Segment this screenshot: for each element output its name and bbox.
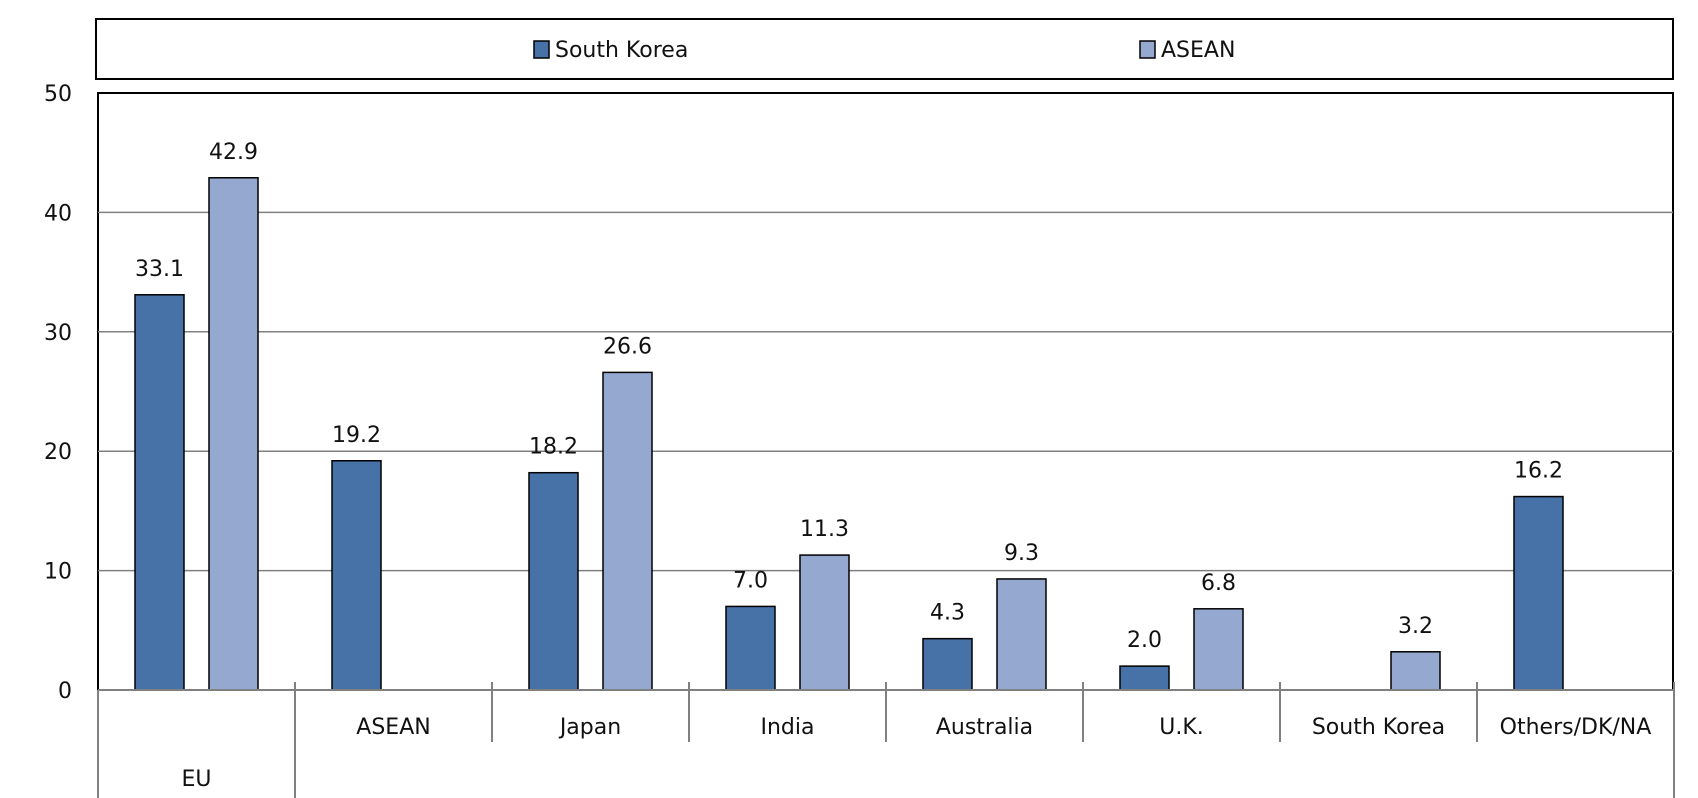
- bar: [331, 460, 382, 691]
- data-label: 4.3: [930, 601, 965, 626]
- y-axis: 0 10 20 30 40 50: [44, 82, 72, 704]
- data-label: 42.9: [209, 140, 258, 165]
- x-tick-label: South Korea: [1312, 715, 1445, 740]
- y-tick-label: 40: [44, 201, 72, 226]
- data-label: 9.3: [1004, 541, 1039, 566]
- y-tick-label: 10: [44, 560, 72, 585]
- bar: [1193, 608, 1244, 691]
- bar: [528, 471, 579, 691]
- x-tick-label: Others/DK/NA: [1500, 715, 1652, 740]
- x-tick-label: U.K.: [1159, 715, 1204, 740]
- x-tick-label: ASEAN: [356, 715, 430, 740]
- data-label: 16.2: [1514, 459, 1563, 484]
- data-label: 18.2: [529, 435, 578, 460]
- data-label: 6.8: [1201, 571, 1236, 596]
- legend-box: [95, 18, 1674, 80]
- data-label: 33.1: [135, 257, 184, 282]
- bars: [134, 177, 1564, 691]
- y-tick-label: 30: [44, 321, 72, 346]
- y-tick-label: 20: [44, 440, 72, 465]
- y-tick-label: 50: [44, 82, 72, 107]
- data-label: 19.2: [332, 423, 381, 448]
- bar: [996, 578, 1047, 691]
- x-axis: EU ASEAN Japan India Australia U.K. South Kore…: [97, 682, 1675, 798]
- value-labels: 33.1 42.9 19.2 18.2 26.6 7.0 11.3 4.3 9.3 2.0 6.8 3…: [135, 140, 1563, 653]
- bar: [922, 637, 973, 691]
- legend-label: South Korea: [555, 38, 688, 63]
- bar: [799, 554, 850, 691]
- legend-label: ASEAN: [1161, 38, 1235, 63]
- x-tick-label: EU: [181, 767, 211, 792]
- bar: [1119, 665, 1170, 691]
- bar: [1390, 651, 1441, 691]
- x-tick-label: India: [761, 715, 815, 740]
- bar: [725, 605, 776, 691]
- data-label: 3.2: [1398, 614, 1433, 639]
- bar: [208, 177, 259, 691]
- legend: South Korea ASEAN: [95, 18, 1674, 80]
- bar: [602, 371, 653, 691]
- legend-swatch: [533, 40, 550, 59]
- x-tick-label: Australia: [936, 715, 1033, 740]
- data-label: 7.0: [733, 568, 768, 593]
- data-label: 26.6: [603, 334, 652, 359]
- bar: [1513, 495, 1564, 691]
- gridlines: [98, 211, 1673, 572]
- data-label: 11.3: [800, 517, 849, 542]
- data-label: 2.0: [1127, 628, 1162, 653]
- legend-swatch: [1139, 40, 1156, 59]
- y-tick-label: 0: [58, 679, 72, 704]
- x-tick-label: Japan: [558, 715, 621, 740]
- bar: [134, 294, 185, 691]
